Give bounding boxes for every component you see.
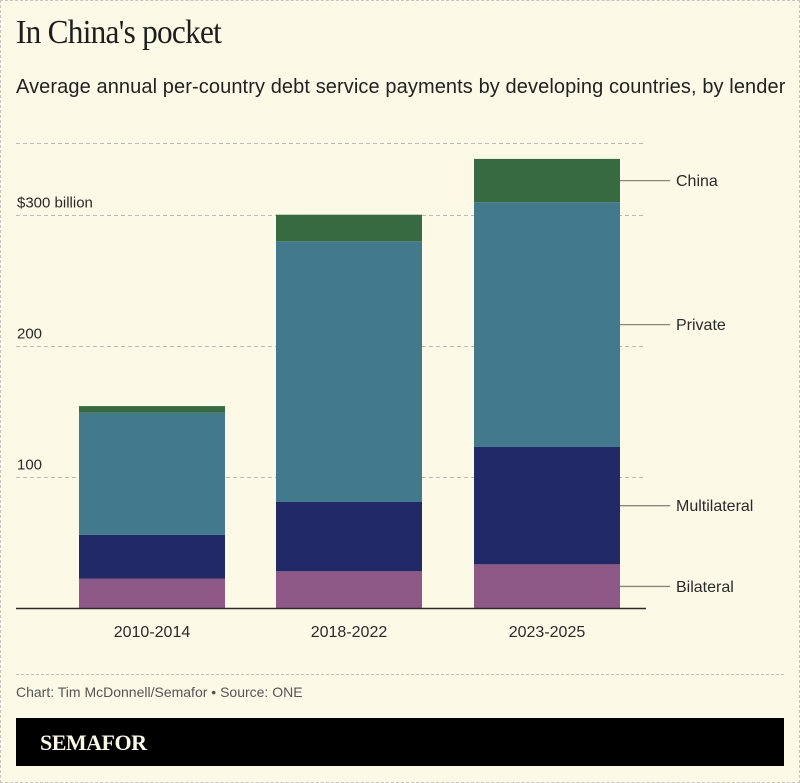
stacked-bar-chart: 100 200 $300 billion 2010-2014 2018-2022 202… xyxy=(16,142,753,641)
bar-segment-china xyxy=(474,158,620,203)
source-credit: Chart: Tim McDonnell/Semafor • Source: O… xyxy=(16,684,303,700)
x-tick-label: 2010-2014 xyxy=(114,624,191,641)
chart-subtitle: Average annual per-country debt service … xyxy=(16,76,786,98)
bar-segment-private xyxy=(276,241,422,502)
bar-segment-multilateral xyxy=(276,501,422,572)
y-tick-label: 200 xyxy=(17,326,42,343)
legend-label-china: China xyxy=(676,173,718,190)
chart-title: In China's pocket xyxy=(16,14,222,51)
x-axis: 2010-2014 2018-2022 2023-2025 xyxy=(16,607,646,641)
legend-label-multilateral: Multilateral xyxy=(676,498,753,515)
legend-label-bilateral: Bilateral xyxy=(676,579,734,596)
legend-label-private: Private xyxy=(676,317,726,334)
gridlines: 100 200 $300 billion xyxy=(16,142,643,478)
bar-segment-bilateral xyxy=(79,578,225,609)
bar-segment-multilateral xyxy=(474,446,620,565)
semafor-logo: SEMAFOR xyxy=(40,730,147,755)
bars xyxy=(79,158,620,609)
direct-labels: Bilateral Multilateral Private China xyxy=(620,173,753,596)
x-tick-label: 2018-2022 xyxy=(311,624,388,641)
y-tick-label: $300 billion xyxy=(17,195,93,212)
x-tick-label: 2023-2025 xyxy=(509,624,586,641)
bar-segment-china xyxy=(79,406,225,413)
bar-segment-bilateral xyxy=(474,564,620,609)
bar-segment-private xyxy=(79,412,225,535)
y-tick-label: 100 xyxy=(17,457,42,474)
brand-bar: SEMAFOR xyxy=(16,718,784,766)
bar-segment-private xyxy=(474,202,620,447)
bar-segment-bilateral xyxy=(276,571,422,609)
footer-divider xyxy=(16,674,784,675)
bar-segment-china xyxy=(276,214,422,242)
bar-segment-multilateral xyxy=(79,534,225,579)
